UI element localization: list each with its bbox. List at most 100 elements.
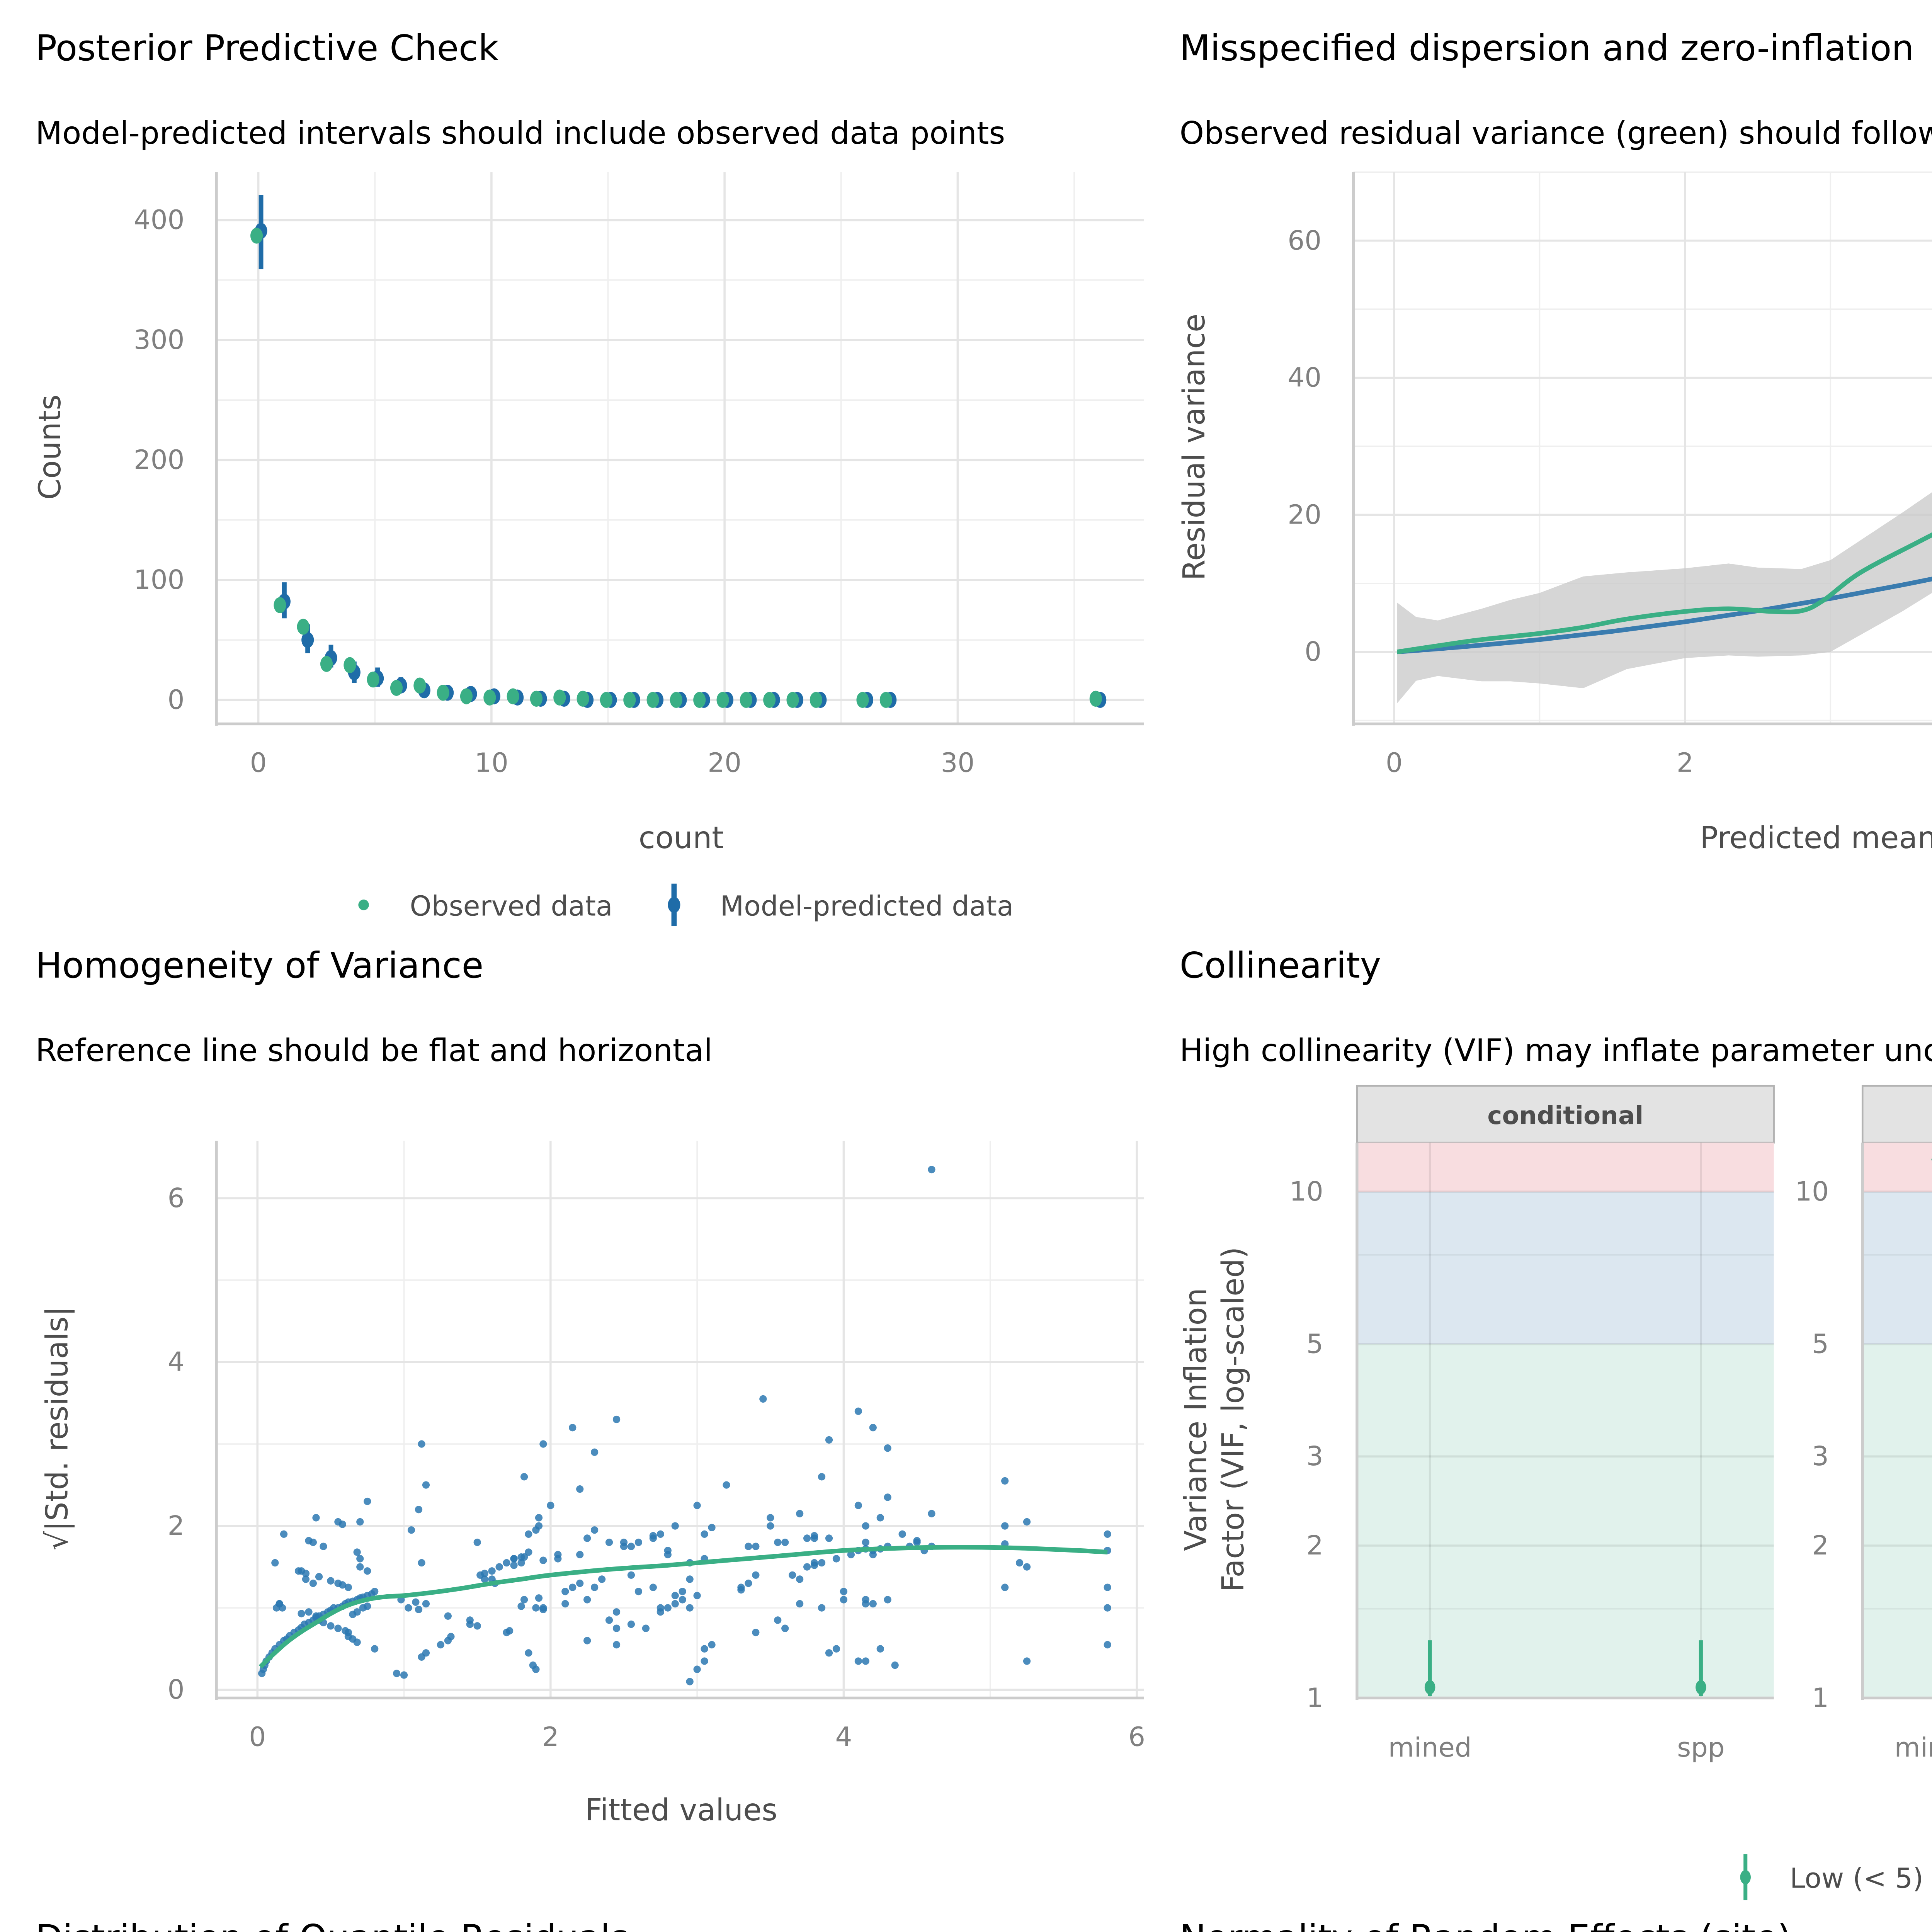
panel-subtitle: High collinearity (VIF) may inflate para… [1180,1032,1932,1068]
residual-point [701,1657,708,1665]
residual-point [869,1424,877,1432]
residual-point [506,1627,514,1635]
legend-low-swatch [1740,1870,1751,1884]
residual-point [525,1548,532,1556]
residual-point [818,1604,826,1612]
vif-point [1424,1680,1435,1694]
residual-point [884,1444,891,1452]
panel-posterior-predictive-check: Posterior Predictive Check Model-predict… [33,27,1144,926]
residual-point [686,1604,694,1612]
residual-point [583,1637,591,1645]
residual-point [1023,1518,1031,1526]
observed-point [740,692,752,708]
facets: conditionalminedspp123510zero inflatedmi… [1289,1085,1932,1763]
residual-point [664,1547,672,1554]
residual-point [862,1600,869,1608]
residual-point [517,1602,525,1610]
legend-predicted-label: Model-predicted data [720,890,1014,922]
y-axis-label: Residual variance [1177,314,1212,581]
residual-point [305,1608,313,1616]
residual-point [298,1610,305,1617]
residual-point [767,1514,774,1522]
residual-point [627,1543,635,1550]
residual-point [1104,1641,1111,1649]
residual-point [810,1561,818,1569]
y-tick-label: 2 [1306,1530,1323,1561]
residual-point [590,1526,599,1534]
y-tick-label: 200 [134,444,184,475]
residual-point [302,1570,310,1577]
y-tick-label: 5 [1812,1329,1829,1360]
y-tick-label: 4 [168,1347,185,1378]
residual-point [642,1624,650,1632]
residual-point [671,1600,679,1608]
residual-point [854,1407,862,1415]
grid [215,172,1144,726]
residual-point [561,1588,569,1595]
observed-point [483,689,496,706]
observed-point [460,688,473,704]
residual-point [701,1645,708,1653]
residual-point [569,1583,577,1591]
y-tick-label: 5 [1306,1329,1323,1360]
confidence-ribbon [1397,492,1932,704]
observed-point [390,680,403,696]
residual-point [620,1543,628,1550]
observed-variance-line [1396,532,1932,655]
observed-point [646,692,659,708]
legend-observed-swatch [358,900,369,910]
residual-point [825,1534,833,1542]
observed-point [600,692,612,708]
y-tick-label: 20 [1287,499,1321,530]
residual-point [928,1510,935,1517]
residual-point [701,1530,708,1538]
observed-point [367,671,379,688]
vif-band-low [1862,1344,1932,1698]
residual-point [520,1553,528,1561]
residual-point [356,1518,364,1526]
residual-point [473,1622,481,1630]
residual-point [752,1571,760,1579]
residual-point [862,1657,869,1665]
residual-point [656,1530,664,1538]
residual-point [774,1538,782,1546]
predicted-point [301,632,314,648]
residual-point [781,1624,789,1632]
residual-point [312,1514,320,1522]
y-tick-label: 2 [168,1510,185,1541]
residual-point [393,1670,401,1677]
legend-predicted-swatch [668,897,680,913]
residual-point [854,1502,862,1509]
residual-point [302,1575,310,1583]
residual-point [913,1537,921,1544]
residual-point [693,1502,701,1509]
residual-point [525,1649,532,1657]
residual-point [1023,1563,1031,1571]
residual-point [520,1473,528,1481]
residual-point [605,1538,613,1546]
panel-title: Posterior Predictive Check [36,27,499,69]
y-tick-label: 2 [1812,1530,1829,1561]
panel-subtitle: Reference line should be flat and horizo… [36,1032,713,1068]
residual-point [825,1649,833,1657]
vif-band-moderate [1357,1192,1774,1344]
legend: Low (< 5) [1740,1854,1923,1900]
x-tick-label: 30 [941,747,975,778]
y-tick-label: 6 [168,1183,185,1214]
loess-line [259,1545,1108,1669]
x-tick-label: 6 [1128,1721,1145,1752]
residual-point [532,1604,540,1612]
facet-zero-inflated: zero inflatedminedspp123510 [1795,1085,1932,1763]
residual-point [891,1661,899,1669]
residual-point [686,1575,694,1583]
residual-point [862,1538,869,1546]
y-tick-label: 0 [168,1674,185,1705]
residual-point [338,1581,346,1589]
residual-point [422,1649,430,1657]
residual-point [554,1555,562,1563]
residual-point [503,1559,510,1567]
x-tick-label: mined [1388,1732,1472,1763]
tick-labels: 0 2 4 6 0 2 4 6 [168,1183,1145,1752]
panel-collinearity: Collinearity High collinearity (VIF) may… [1179,945,1932,1900]
y-tick-label: 0 [168,684,185,715]
